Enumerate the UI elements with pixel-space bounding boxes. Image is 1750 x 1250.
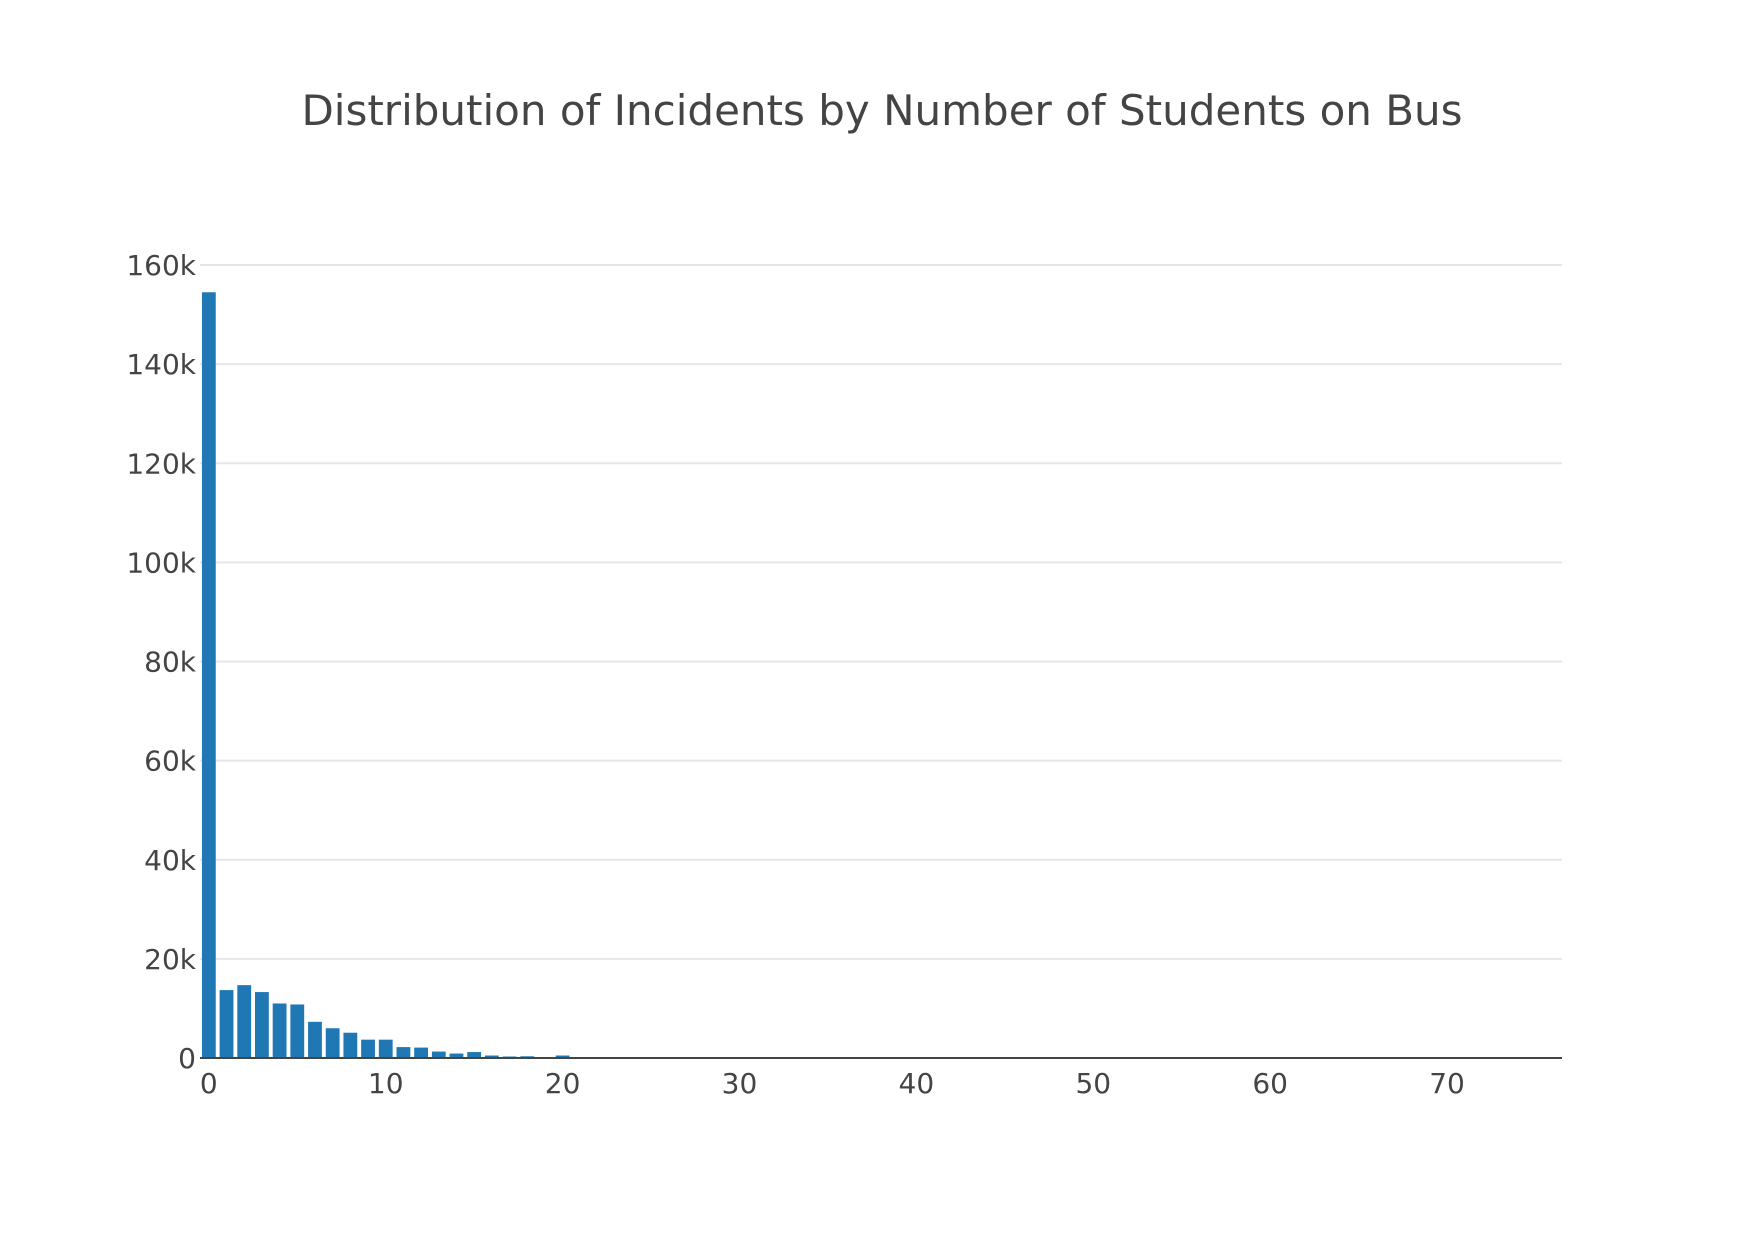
y-tick-label: 0	[178, 1042, 196, 1075]
bar	[361, 1039, 375, 1058]
bar	[414, 1047, 429, 1058]
bars	[201, 292, 924, 1058]
y-tick-label: 40k	[144, 844, 197, 877]
y-tick-label: 100k	[126, 546, 196, 579]
gridlines	[200, 264, 1562, 960]
bar	[484, 1055, 499, 1058]
bar	[255, 992, 269, 1058]
bar	[290, 1004, 305, 1058]
axes: 0 20k 40k 60k 80k 100k 120k 140k 160k 0 10 20 30 40 50…	[126, 249, 1562, 1100]
bar	[325, 1028, 340, 1058]
y-tick-label: 120k	[126, 447, 196, 480]
bar	[201, 292, 216, 1058]
y-tick-label: 80k	[144, 646, 197, 679]
x-tick-label: 50	[1075, 1067, 1111, 1100]
x-tick-label: 60	[1252, 1067, 1288, 1100]
bar	[219, 990, 234, 1058]
x-tick-label: 30	[722, 1067, 758, 1100]
bar	[431, 1051, 446, 1058]
y-tick-label: 20k	[144, 943, 197, 976]
chart-title: Distribution of Incidents by Number of S…	[301, 86, 1462, 135]
bar	[467, 1052, 482, 1058]
y-tick-label: 140k	[126, 348, 196, 381]
y-tick-label: 60k	[144, 745, 197, 778]
y-tick-label: 160k	[126, 249, 196, 282]
bar	[343, 1032, 358, 1058]
bar	[272, 1003, 287, 1058]
x-tick-label: 10	[368, 1067, 404, 1100]
bar	[378, 1039, 393, 1058]
bar	[396, 1047, 411, 1058]
x-tick-label: 0	[200, 1067, 218, 1100]
bar	[308, 1021, 322, 1058]
bar	[237, 985, 252, 1058]
x-tick-label: 40	[899, 1067, 935, 1100]
x-tick-label: 20	[545, 1067, 581, 1100]
x-tick-label: 70	[1429, 1067, 1465, 1100]
bar	[555, 1055, 570, 1058]
bar	[449, 1053, 464, 1058]
